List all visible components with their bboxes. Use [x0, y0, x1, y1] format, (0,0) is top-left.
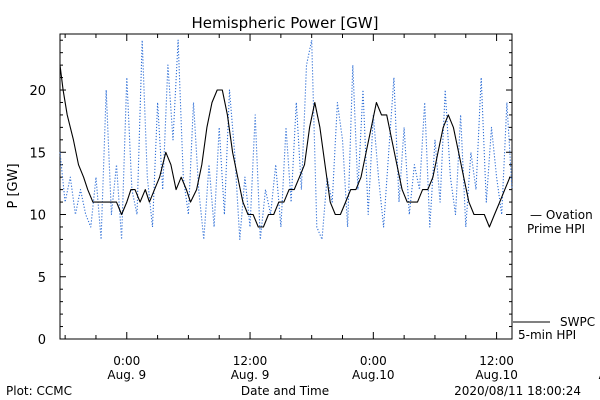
plot-credit: Plot: CCMC [6, 384, 72, 398]
series-layer [59, 39, 513, 240]
y-tick-label: 0 [38, 333, 46, 348]
legend-ovation: — Ovation Prime HPI [527, 208, 593, 236]
chart-title: Hemispheric Power [GW] [192, 14, 379, 32]
legend-swpc: SWPC 5-min HPI [513, 315, 595, 342]
legend-ovation-label-2: Prime HPI [527, 222, 585, 236]
x-tick-time-label: 0:00 [113, 354, 140, 368]
y-axis-ticks: 0 5 10 15 20 [29, 39, 512, 348]
x-tick-date-label: Aug. 9 [231, 368, 270, 382]
x-tick-date-label: Aug.11 [599, 368, 600, 382]
y-tick-label: 20 [29, 84, 46, 99]
x-tick-time-label: 12:00 [233, 354, 268, 368]
series-swpc-line [59, 65, 511, 228]
x-axis-label: Date and Time [241, 384, 329, 398]
x-tick-date-label: Aug.10 [475, 368, 518, 382]
legend-swpc-label-1: SWPC [560, 315, 595, 329]
y-tick-label: 5 [38, 271, 46, 286]
x-tick-date-label: Aug.10 [352, 368, 395, 382]
plot-frame [59, 33, 513, 340]
x-tick-date-label: Aug. 9 [107, 368, 146, 382]
y-tick-label: 10 [29, 209, 46, 224]
y-axis-label: P [GW] [6, 163, 21, 208]
x-tick-time-label: 12:00 [479, 354, 514, 368]
legend-ovation-label-1: — Ovation [530, 208, 593, 222]
x-tick-time-label: 0:00 [360, 354, 387, 368]
series-ovation-line [59, 39, 513, 240]
y-tick-label: 15 [29, 146, 46, 161]
legend-swpc-label-2: 5-min HPI [518, 328, 576, 342]
timestamp: 2020/08/11 18:00:24 [454, 384, 581, 398]
